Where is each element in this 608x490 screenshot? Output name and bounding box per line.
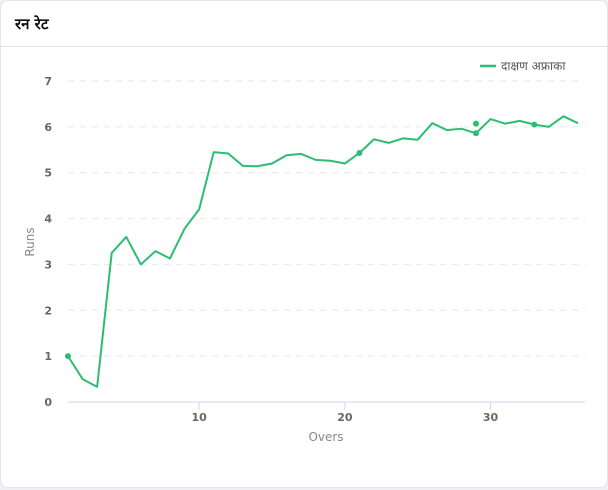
event-marker[interactable] xyxy=(473,130,479,137)
data-point[interactable] xyxy=(120,231,132,243)
data-point[interactable] xyxy=(91,381,103,393)
data-point[interactable] xyxy=(441,124,453,136)
card-header: रन रेट xyxy=(1,1,607,47)
event-marker[interactable] xyxy=(531,121,538,128)
data-point[interactable] xyxy=(543,121,555,133)
data-point[interactable] xyxy=(251,160,263,172)
data-point[interactable] xyxy=(485,113,497,125)
series-line[interactable] xyxy=(67,115,579,388)
data-point[interactable] xyxy=(455,123,467,135)
event-marker[interactable] xyxy=(65,353,71,360)
data-point[interactable] xyxy=(339,158,351,170)
data-point[interactable] xyxy=(368,133,380,145)
data-point[interactable] xyxy=(426,117,438,129)
data-point[interactable] xyxy=(324,155,336,167)
x-axis-label: Overs xyxy=(308,430,343,444)
data-point[interactable] xyxy=(514,115,526,127)
card-title: रन रेट xyxy=(15,14,49,33)
data-point[interactable] xyxy=(135,258,147,270)
data-point[interactable] xyxy=(149,245,161,257)
data-point[interactable] xyxy=(106,247,118,259)
data-point[interactable] xyxy=(412,134,424,146)
data-point[interactable] xyxy=(208,146,220,158)
data-point[interactable] xyxy=(77,373,89,385)
y-tick-label: 3 xyxy=(44,258,52,271)
data-point[interactable] xyxy=(499,118,511,130)
x-tick-label: 10 xyxy=(191,411,207,424)
y-tick-label: 1 xyxy=(44,350,52,363)
y-axis-label: Runs xyxy=(23,227,37,256)
y-tick-label: 4 xyxy=(44,213,52,226)
data-point[interactable] xyxy=(310,154,322,166)
y-tick-label: 0 xyxy=(44,396,52,409)
data-point[interactable] xyxy=(193,203,205,215)
data-point[interactable] xyxy=(237,160,249,172)
y-tick-label: 6 xyxy=(44,121,52,134)
y-tick-label: 7 xyxy=(44,75,52,88)
y-tick-label: 5 xyxy=(44,167,52,180)
data-point[interactable] xyxy=(222,147,234,159)
data-point[interactable] xyxy=(397,132,409,144)
data-point[interactable] xyxy=(266,158,278,170)
data-point[interactable] xyxy=(295,148,307,160)
data-point[interactable] xyxy=(572,117,584,129)
legend-label: दाक्षण अफ्राका xyxy=(501,59,566,73)
event-marker[interactable] xyxy=(473,120,479,127)
x-tick-label: 20 xyxy=(337,411,353,424)
data-point[interactable] xyxy=(164,252,176,264)
legend[interactable]: दाक्षण अफ्राका xyxy=(480,59,566,73)
y-tick-label: 2 xyxy=(44,304,52,317)
data-point[interactable] xyxy=(179,223,191,235)
event-marker[interactable] xyxy=(356,149,363,156)
data-point[interactable] xyxy=(383,137,395,149)
data-point[interactable] xyxy=(281,149,293,161)
data-point[interactable] xyxy=(557,110,569,122)
x-tick-label: 30 xyxy=(483,411,499,424)
